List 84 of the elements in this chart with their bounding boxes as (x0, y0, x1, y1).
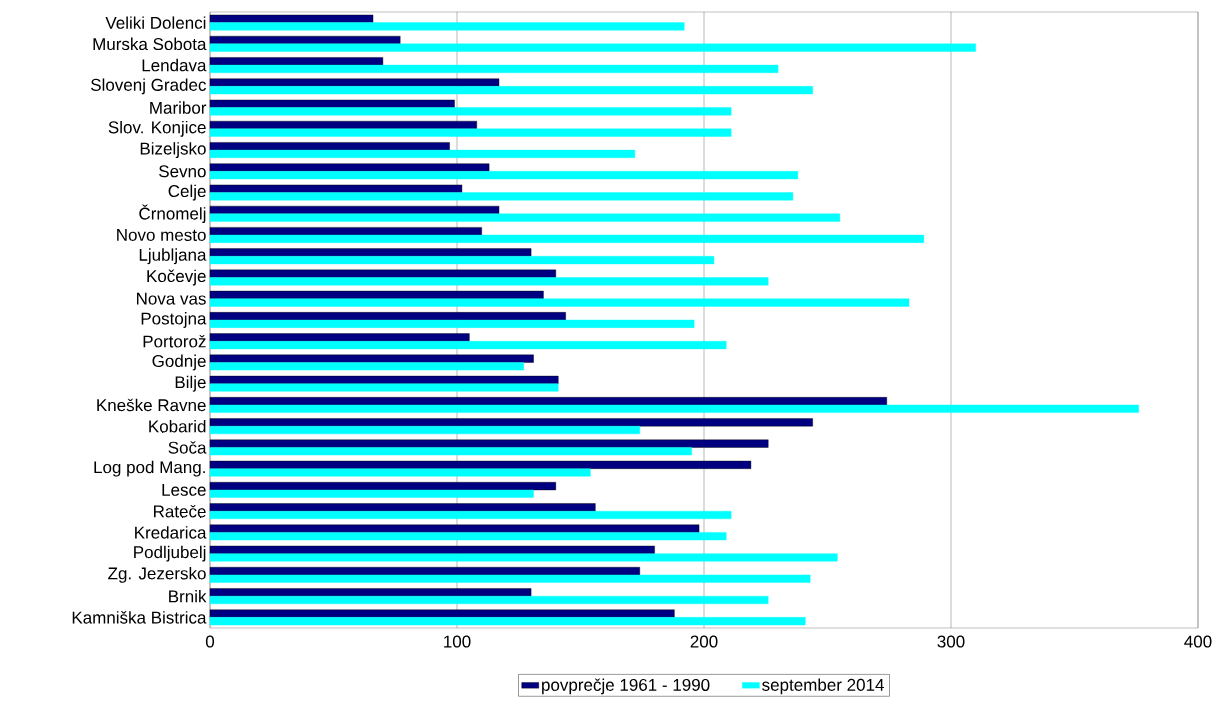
bar (209, 545, 655, 554)
bar (209, 362, 524, 371)
bar (209, 99, 455, 108)
x-tick-label: 100 (444, 635, 471, 648)
bar (209, 86, 813, 95)
bar (209, 256, 715, 265)
bar (209, 234, 925, 243)
bar (209, 617, 806, 626)
x-tick-label: 400 (1184, 635, 1212, 648)
bar (209, 510, 732, 520)
y-tick-label: Bizeljsko (140, 142, 206, 158)
bar (209, 248, 532, 257)
bar (209, 43, 976, 52)
bar (209, 290, 544, 299)
bar (209, 553, 838, 562)
bar (209, 404, 1139, 413)
bar (209, 22, 685, 31)
bar (209, 277, 769, 286)
bar (209, 354, 534, 363)
bar (209, 341, 727, 350)
bar (209, 447, 692, 456)
bar (209, 524, 700, 533)
bar (209, 595, 769, 604)
bar (209, 319, 695, 328)
y-tick-label: Godnje (152, 354, 206, 371)
bar (209, 418, 813, 427)
y-tick-label: Kobarid (149, 419, 206, 433)
bar (209, 163, 490, 172)
bar (209, 298, 910, 307)
y-tick-label: Murska Sobota (93, 37, 207, 51)
y-tick-label: Rateče (154, 504, 206, 518)
y-tick-label: Slovenj Gradec (91, 78, 206, 95)
y-tick-label: Kamniška Bistrica (72, 611, 207, 624)
y-tick-label: Nova vas (137, 292, 206, 305)
y-tick-label: Črnomelj (139, 204, 206, 223)
bar (209, 460, 752, 469)
bar (209, 574, 811, 583)
y-tick-label: Celje (168, 184, 206, 201)
y-tick-label: Zg. Jezersko (108, 566, 206, 583)
y-tick-label: Kredarica (135, 526, 207, 539)
legend-label: september 2014 (762, 678, 884, 695)
y-tick-label: Log pod Mang. (94, 460, 205, 477)
y-tick-label: Slov. Konjice (108, 120, 206, 137)
y-tick-label: Kneške Ravne (97, 398, 206, 412)
x-tick-label: 0 (205, 635, 215, 648)
bar (209, 205, 500, 214)
legend-label: povprečje 1961 - 1990 (542, 678, 710, 695)
bar (209, 107, 732, 116)
bar (209, 375, 559, 384)
bar (209, 489, 534, 498)
bar (209, 64, 779, 73)
bar (209, 426, 640, 435)
bar (209, 78, 500, 87)
y-tick-label: Portorož (143, 334, 206, 348)
y-tick-label: Maribor (150, 101, 207, 114)
y-tick-label: Novo mesto (117, 229, 206, 241)
y-tick-label: Lendava (142, 58, 207, 72)
bar (209, 128, 732, 137)
y-tick-label: Lesce (162, 483, 206, 496)
bar (209, 269, 556, 278)
bar (209, 439, 769, 448)
bar (209, 184, 463, 193)
y-tick-label: Brnik (169, 589, 207, 603)
bar (209, 14, 374, 23)
bar (209, 333, 470, 342)
bar (209, 213, 841, 222)
bar (209, 532, 727, 541)
bar (209, 383, 559, 392)
bar (209, 468, 591, 477)
y-tick-label: Podljubelj (134, 545, 206, 562)
y-tick-label: Postojna (141, 312, 207, 328)
y-tick-label: Kočevje (147, 269, 206, 286)
x-tick-label: 200 (690, 635, 718, 648)
y-tick-label: Sevno (159, 165, 206, 178)
x-tick-label: 300 (937, 635, 965, 648)
y-tick-label: Bilje (175, 375, 206, 392)
y-tick-label: Veliki Dolenci (105, 16, 206, 29)
bar (209, 503, 596, 512)
bar (209, 192, 794, 201)
y-tick-label: Soča (168, 441, 207, 454)
bar (209, 149, 636, 158)
bar (209, 609, 675, 618)
y-tick-label: Ljubljana (139, 248, 207, 265)
bar (209, 171, 799, 180)
